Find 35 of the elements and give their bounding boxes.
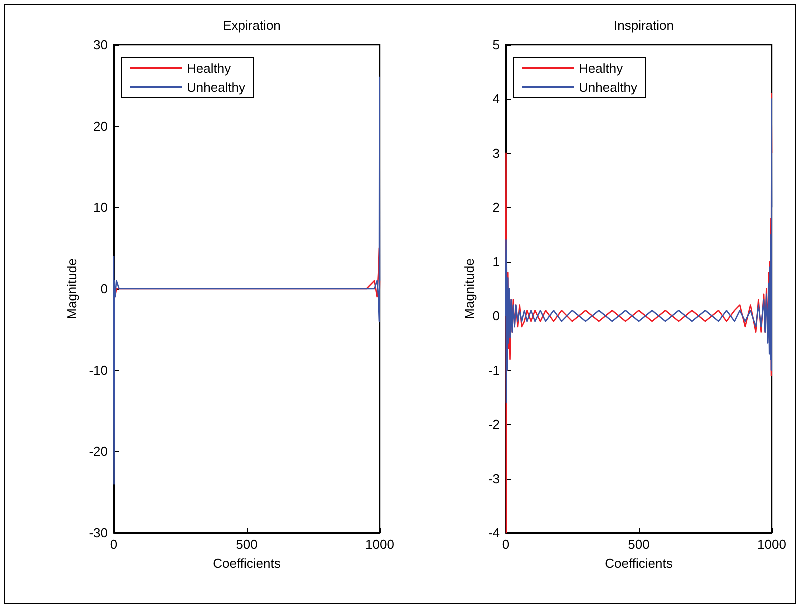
x-tick-label: 1000 bbox=[366, 537, 394, 552]
x-axis-title: Coefficients bbox=[605, 556, 674, 571]
y-tick-label: -20 bbox=[89, 444, 108, 460]
y-tick-label: -4 bbox=[488, 526, 500, 540]
x-tick-label: 1000 bbox=[758, 537, 786, 552]
y-tick-label: 5 bbox=[492, 38, 500, 52]
legend-label: Unhealthy bbox=[579, 80, 638, 95]
y-tick-label: -10 bbox=[89, 362, 108, 378]
y-tick-label: 0 bbox=[100, 282, 108, 296]
legend-label: Healthy bbox=[187, 61, 232, 76]
y-tick-label: -3 bbox=[488, 471, 500, 486]
y-tick-label: 4 bbox=[492, 92, 500, 107]
y-tick-label: 30 bbox=[94, 38, 108, 52]
legend-label: Unhealthy bbox=[187, 80, 246, 95]
chart-title: Expiration bbox=[223, 18, 281, 33]
line-series bbox=[505, 98, 773, 404]
y-tick-label: -1 bbox=[488, 362, 500, 378]
legend-label: Healthy bbox=[579, 61, 624, 76]
line-series bbox=[113, 76, 381, 485]
y-tick-label: 10 bbox=[94, 200, 108, 216]
chart-title: Inspiration bbox=[614, 18, 674, 33]
x-tick-label: 500 bbox=[628, 537, 650, 552]
y-axis-title: Magnitude bbox=[64, 258, 80, 320]
y-tick-label: 2 bbox=[492, 200, 500, 216]
x-tick-label: 0 bbox=[110, 537, 118, 552]
y-tick-label: 1 bbox=[492, 254, 500, 270]
y-tick-label: 20 bbox=[94, 118, 108, 134]
x-tick-label: 0 bbox=[502, 537, 510, 552]
x-tick-label: 500 bbox=[236, 537, 258, 552]
y-tick-label: 3 bbox=[492, 146, 500, 161]
y-tick-label: -2 bbox=[488, 417, 500, 432]
y-axis-title: Magnitude bbox=[462, 258, 477, 320]
x-axis-title: Coefficients bbox=[213, 556, 282, 571]
y-tick-label: -30 bbox=[89, 526, 108, 540]
y-tick-label: 0 bbox=[492, 308, 500, 324]
